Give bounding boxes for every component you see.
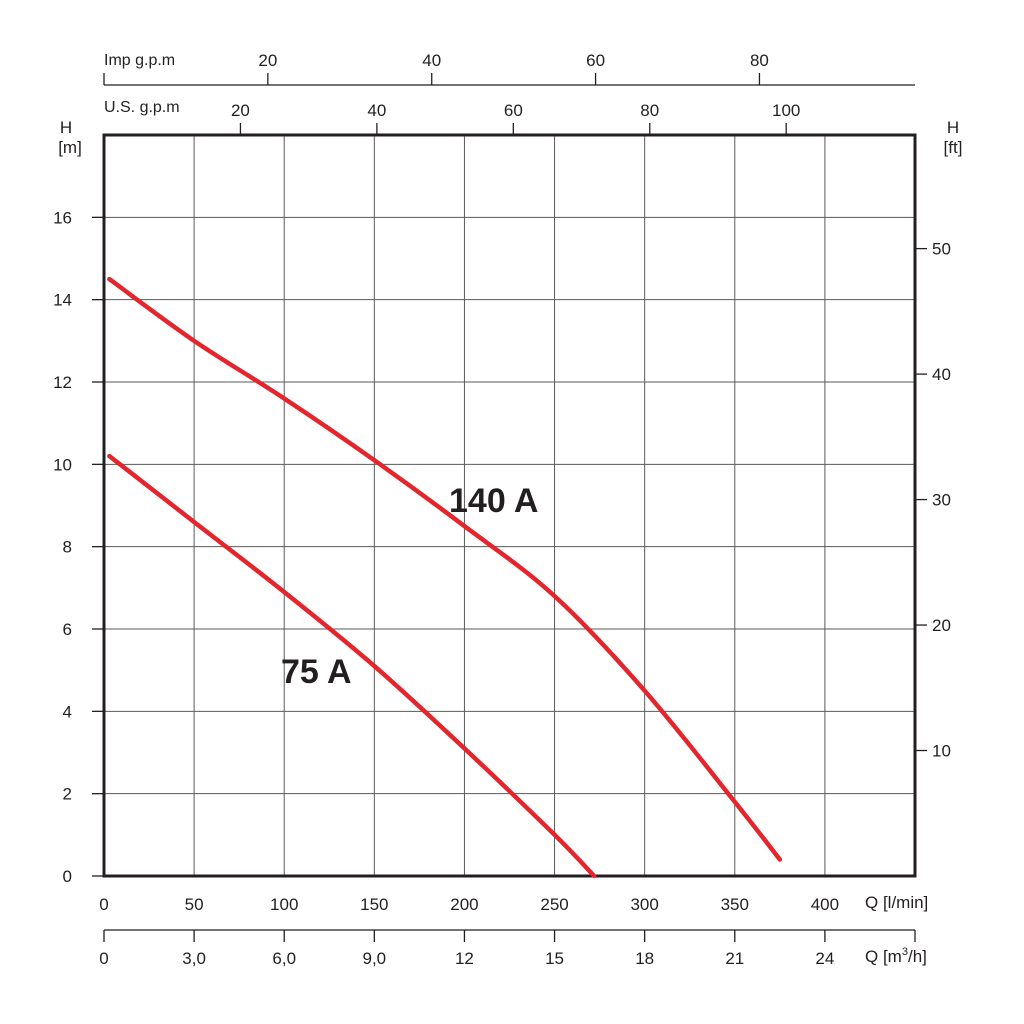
- y-tick-label: 2: [63, 785, 72, 804]
- imp-gpm-tick-label: 40: [422, 51, 441, 70]
- us-gpm-tick-label: 60: [504, 101, 523, 120]
- series-label-140a: 140 A: [449, 482, 538, 520]
- y2-axis-unit-ft: [ft]: [944, 138, 963, 157]
- x-axis-title-m3h: Q [m3/h]: [865, 946, 927, 966]
- y2-tick-label: 20: [932, 616, 951, 635]
- x2-tick-label: 0: [99, 949, 108, 968]
- x2-tick-label: 24: [815, 949, 834, 968]
- imp-gpm-tick-label: 80: [750, 51, 769, 70]
- x2-tick-label: 15: [545, 949, 564, 968]
- x-tick-label: 0: [99, 895, 108, 914]
- x-tick-label: 200: [450, 895, 478, 914]
- y2-tick-label: 40: [932, 365, 951, 384]
- x-tick-label: 100: [270, 895, 298, 914]
- y2-tick-label: 50: [932, 240, 951, 259]
- x-tick-label: 250: [540, 895, 568, 914]
- imp-gpm-axis-title: Imp g.p.m: [104, 52, 175, 69]
- series-line-75a: [107, 453, 597, 879]
- x-tick-label: 50: [185, 895, 204, 914]
- x-tick-label: 350: [721, 895, 749, 914]
- plot-frame: [102, 133, 917, 878]
- x-axis-title-m3h-suffix: /h]: [908, 947, 927, 966]
- x-tick-label: 400: [811, 895, 839, 914]
- y-tick-label: 8: [63, 538, 72, 557]
- y-tick-label: 4: [63, 702, 72, 721]
- x-axis-title-lmin: Q [l/min]: [865, 893, 928, 912]
- series-line-140a: [107, 276, 783, 862]
- imp-gpm-tick-label: 20: [258, 51, 277, 70]
- y-tick-label: 16: [53, 208, 72, 227]
- y-tick-label: 14: [53, 291, 72, 310]
- y-axis-unit-m: [m]: [58, 138, 82, 157]
- y2-tick-label: 10: [932, 742, 951, 761]
- us-gpm-tick-label: 40: [367, 101, 386, 120]
- series: [107, 276, 783, 879]
- x2-tick-label: 3,0: [182, 949, 206, 968]
- y2-tick-label: 30: [932, 491, 951, 510]
- imp-gpm-tick-label: 60: [586, 51, 605, 70]
- y2-axis-title-h: H: [947, 118, 959, 137]
- x-axis-title-m3h-sup: 3: [902, 946, 908, 958]
- us-gpm-tick-label: 80: [640, 101, 659, 120]
- us-gpm-axis-title: U.S. g.p.m: [104, 99, 180, 116]
- us-gpm-tick-label: 100: [772, 101, 800, 120]
- y-axis-title-h: H: [60, 118, 72, 137]
- x2-tick-label: 18: [635, 949, 654, 968]
- y-tick-label: 12: [53, 373, 72, 392]
- x-tick-label: 300: [630, 895, 658, 914]
- us-gpm-tick-label: 20: [231, 101, 250, 120]
- grid: [104, 135, 915, 876]
- x2-tick-label: 9,0: [363, 949, 387, 968]
- series-label-75a: 75 A: [281, 653, 352, 691]
- y-tick-label: 6: [63, 620, 72, 639]
- x-axis-title-m3h-prefix: Q [m: [865, 947, 902, 966]
- x2-tick-label: 6,0: [272, 949, 296, 968]
- y-tick-label: 0: [63, 867, 72, 886]
- y-tick-label: 10: [53, 455, 72, 474]
- x-tick-label: 150: [360, 895, 388, 914]
- x2-tick-label: 21: [725, 949, 744, 968]
- x2-tick-label: 12: [455, 949, 474, 968]
